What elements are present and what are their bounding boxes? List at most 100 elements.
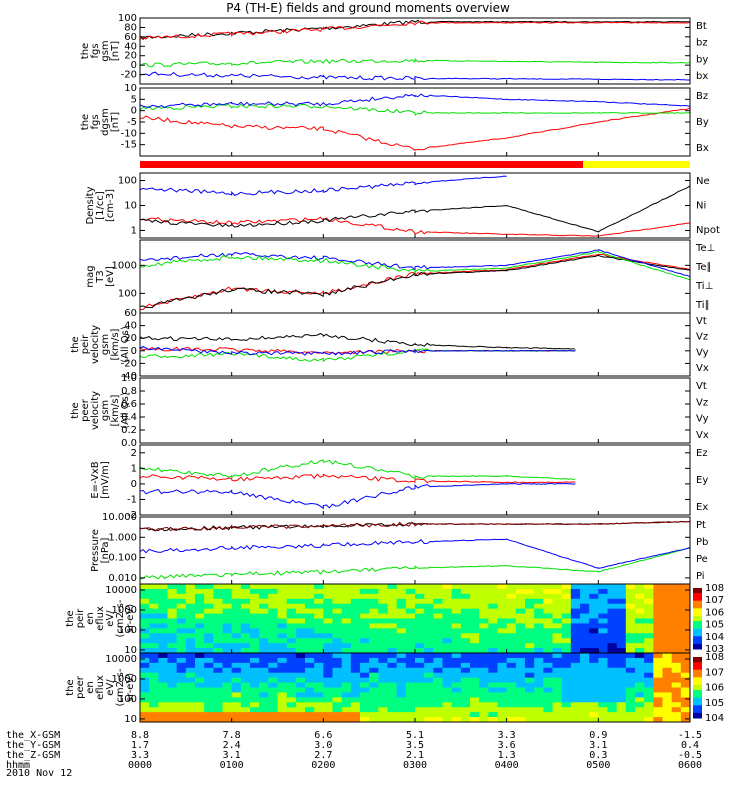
heatmap-cell <box>653 657 663 664</box>
colorbar-cell <box>693 662 702 666</box>
y-tick-label: -40 <box>121 371 137 382</box>
heatmap-cell <box>350 648 361 654</box>
heatmap-cell <box>635 677 645 684</box>
y-tick-label: 20 <box>124 51 137 62</box>
heatmap-cell <box>525 707 535 713</box>
heatmap-cell <box>561 618 572 624</box>
colorbar-tick-label: 104 <box>705 713 724 724</box>
heatmap-cell <box>616 613 627 619</box>
y-axis-label-line: sr-eV) <box>125 604 136 633</box>
heatmap-cell <box>341 618 352 624</box>
y-tick-label: 100 <box>118 625 137 636</box>
heatmap-cell <box>176 653 187 659</box>
heatmap-cell <box>442 598 453 605</box>
heatmap-cell <box>286 657 297 664</box>
heatmap-cell <box>195 702 205 708</box>
heatmap-cell <box>350 677 361 684</box>
heatmap-cell <box>195 717 205 723</box>
heatmap-cell <box>671 667 682 674</box>
heatmap-cell <box>387 618 398 624</box>
heatmap-cell <box>240 643 251 649</box>
heatmap-cell <box>295 613 306 619</box>
heatmap-cell <box>277 707 288 713</box>
heatmap-cell <box>442 662 453 669</box>
ephemeris-value: -0.5 <box>678 750 702 761</box>
colorbar-cell <box>693 657 702 661</box>
heatmap-cell <box>167 598 178 605</box>
heatmap-cell <box>396 682 407 688</box>
heatmap-cell <box>451 682 462 688</box>
heatmap-cell <box>350 707 361 713</box>
heatmap-cell <box>424 707 434 713</box>
heatmap-cell <box>176 687 187 693</box>
heatmap-cell <box>305 643 315 649</box>
legend-label: Ez <box>696 448 708 459</box>
heatmap-cell <box>305 687 315 693</box>
heatmap-cell <box>314 692 324 698</box>
heatmap-cell <box>378 628 388 634</box>
heatmap-cell <box>589 584 599 590</box>
heatmap-cell <box>442 702 453 708</box>
heatmap-cell <box>451 638 462 644</box>
heatmap-cell <box>332 682 343 688</box>
heatmap-cell <box>360 687 370 693</box>
heatmap-cell <box>635 717 645 723</box>
heatmap-cell <box>561 613 572 619</box>
heatmap-cell <box>167 682 178 688</box>
heatmap-cell <box>415 588 425 595</box>
heatmap-cell <box>387 638 398 644</box>
heatmap-cell <box>515 667 526 674</box>
heatmap-cell <box>671 697 682 703</box>
heatmap-cell <box>341 584 352 590</box>
y-tick-label: 2 <box>131 448 137 459</box>
heatmap-cell <box>405 633 416 639</box>
heatmap-cell <box>497 593 508 600</box>
heatmap-cell <box>158 677 168 684</box>
heatmap-cell <box>295 712 306 718</box>
legend-label: Vx <box>696 363 709 374</box>
heatmap-cell <box>176 593 187 600</box>
heatmap-cell <box>442 628 453 634</box>
heatmap-cell <box>534 662 544 669</box>
heatmap-cell <box>451 628 462 634</box>
heatmap-cell <box>598 677 608 684</box>
heatmap-cell <box>314 638 324 644</box>
heatmap-cell <box>442 697 453 703</box>
heatmap-cell <box>213 598 223 605</box>
heatmap-cell <box>323 717 333 723</box>
heatmap-cell <box>488 677 498 684</box>
heatmap-cell <box>644 628 654 634</box>
heatmap-cell <box>534 584 544 590</box>
legend-label: bx <box>696 71 708 82</box>
heatmap-cell <box>396 638 407 644</box>
colorbar-cell <box>693 674 702 678</box>
colorbar-cell <box>693 712 702 716</box>
heatmap-cell <box>680 702 691 708</box>
heatmap-cell <box>680 648 691 654</box>
heatmap-cell <box>231 717 242 723</box>
heatmap-cell <box>305 712 315 718</box>
ephemeris-value: 0300 <box>403 760 427 771</box>
heatmap-cell <box>424 603 434 610</box>
heatmap-cell <box>515 687 526 693</box>
heatmap-cell <box>506 603 517 610</box>
heatmap-cell <box>295 598 306 605</box>
heatmap-cell <box>662 623 673 629</box>
series-line-Pe <box>139 547 691 580</box>
heatmap-cell <box>470 623 480 629</box>
heatmap-cell <box>176 648 187 654</box>
heatmap-cell <box>616 648 627 654</box>
heatmap-cell <box>680 598 691 605</box>
colorbar-cell <box>693 697 702 701</box>
heatmap-cell <box>580 657 590 664</box>
heatmap-cell <box>185 667 196 674</box>
heatmap-cell <box>332 618 343 624</box>
heatmap-cell <box>644 697 654 703</box>
y-axis-label-line: en <box>85 681 96 694</box>
heatmap-cell <box>598 712 608 718</box>
heatmap-cell <box>543 697 553 703</box>
heatmap-cell <box>607 618 618 624</box>
heatmap-cell <box>204 667 214 674</box>
heatmap-cell <box>240 593 251 600</box>
